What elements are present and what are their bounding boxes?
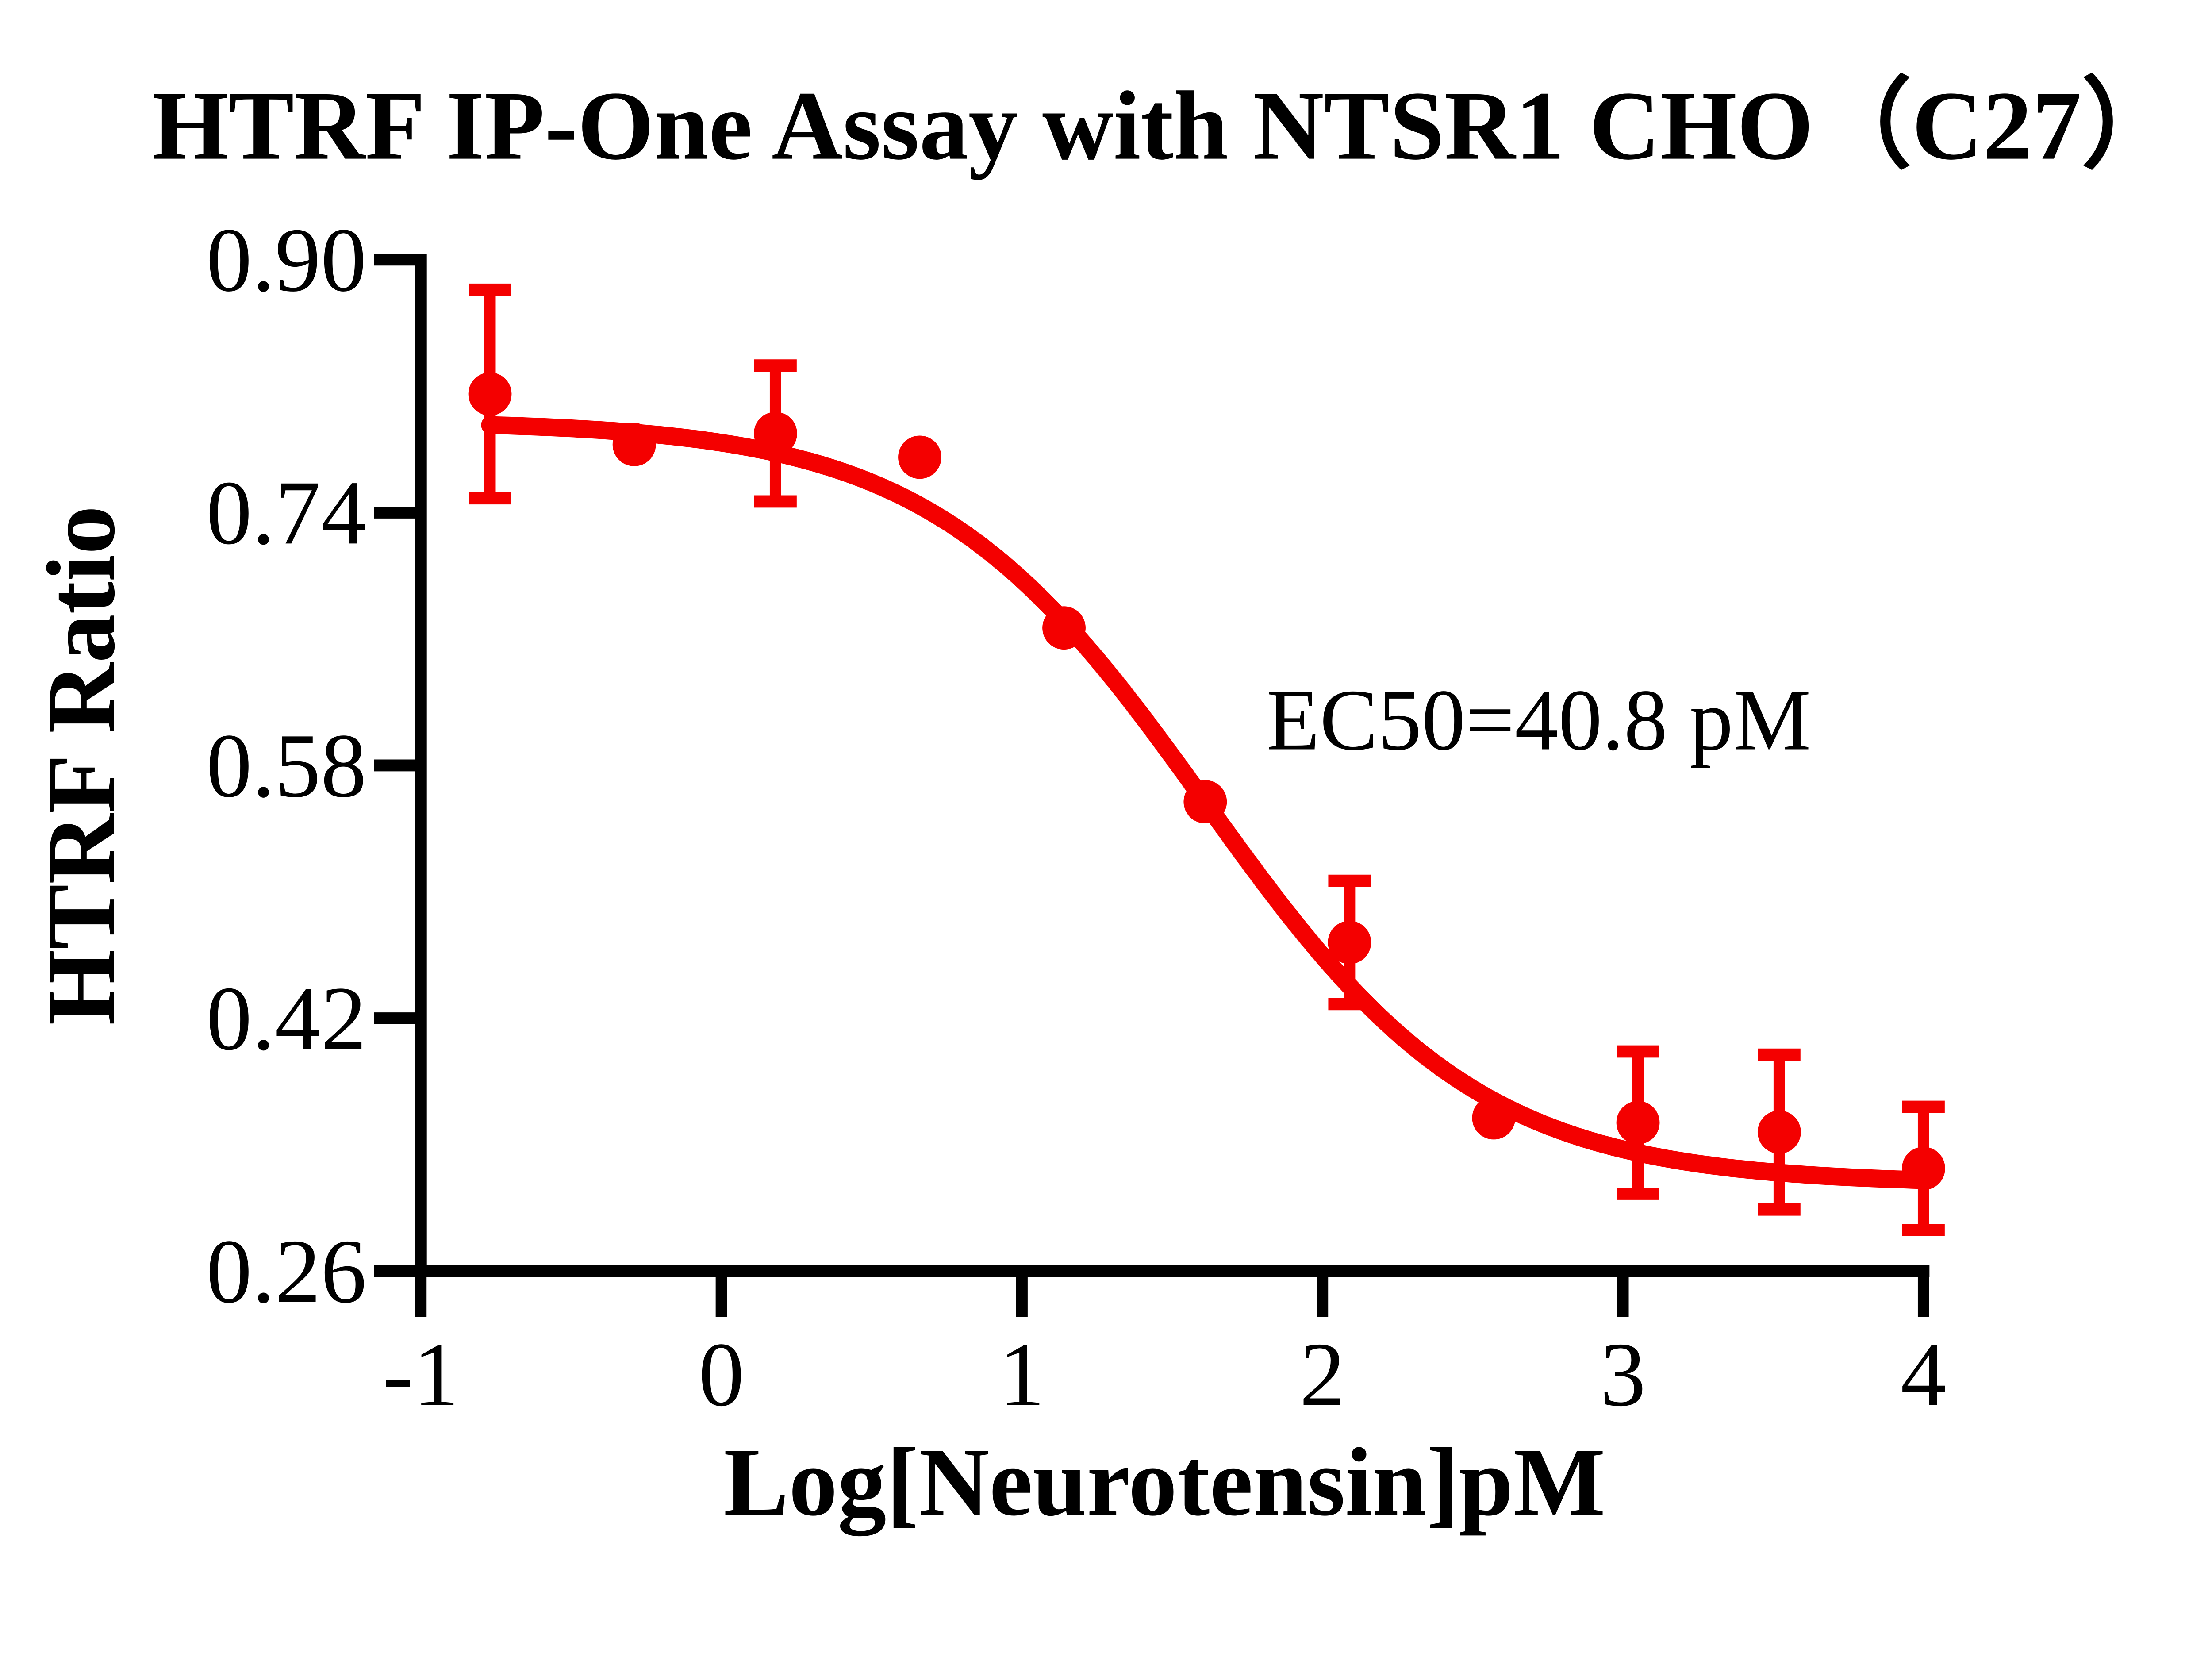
data-point-marker [1328,921,1371,964]
y-tick-label: 0.42 [206,967,366,1069]
data-point-marker [898,435,941,479]
data-point-marker [1472,1096,1516,1140]
chart-title: HTRF IP-One Assay with NTSR1 CHO（C27） [152,72,2180,181]
ec50-annotation: EC50=40.8 pM [1266,672,1811,769]
y-tick-label: 0.58 [206,715,366,816]
figure: 0.90 0.74 0.58 0.42 0.26 -1 0 1 2 3 4 HTRF IP-One … [27,71,2180,1537]
x-tick-label: 3 [1600,1323,1646,1425]
data-point-marker [1901,1146,1945,1190]
y-tick-label: 0.90 [206,209,366,311]
data-point-marker [1183,780,1227,824]
data-point-marker [1757,1110,1801,1154]
data-point-marker [612,423,656,466]
data-point-marker [753,411,797,455]
x-tick-label: -1 [383,1323,459,1425]
y-tick-label: 0.26 [206,1220,366,1322]
data-point-marker [468,372,512,416]
x-axis-title: Log[Neurotensin]pM [724,1427,1605,1536]
axes: 0.90 0.74 0.58 0.42 0.26-1 0 1 2 3 4 [206,209,1947,1425]
x-tick-label: 2 [1299,1323,1345,1425]
y-axis-title: HTRF Ratio [27,506,135,1025]
data-point-marker [1616,1101,1660,1145]
data-points [468,283,1945,1237]
x-tick-label: 1 [999,1323,1045,1425]
dose-response-chart: 0.90 0.74 0.58 0.42 0.26-1 0 1 2 3 4 HTRF IP-One … [27,72,2180,1537]
data-point-marker [1042,606,1086,650]
x-tick-label: 4 [1901,1323,1947,1425]
y-tick-label: 0.74 [206,461,366,563]
x-tick-label: 0 [699,1323,745,1425]
